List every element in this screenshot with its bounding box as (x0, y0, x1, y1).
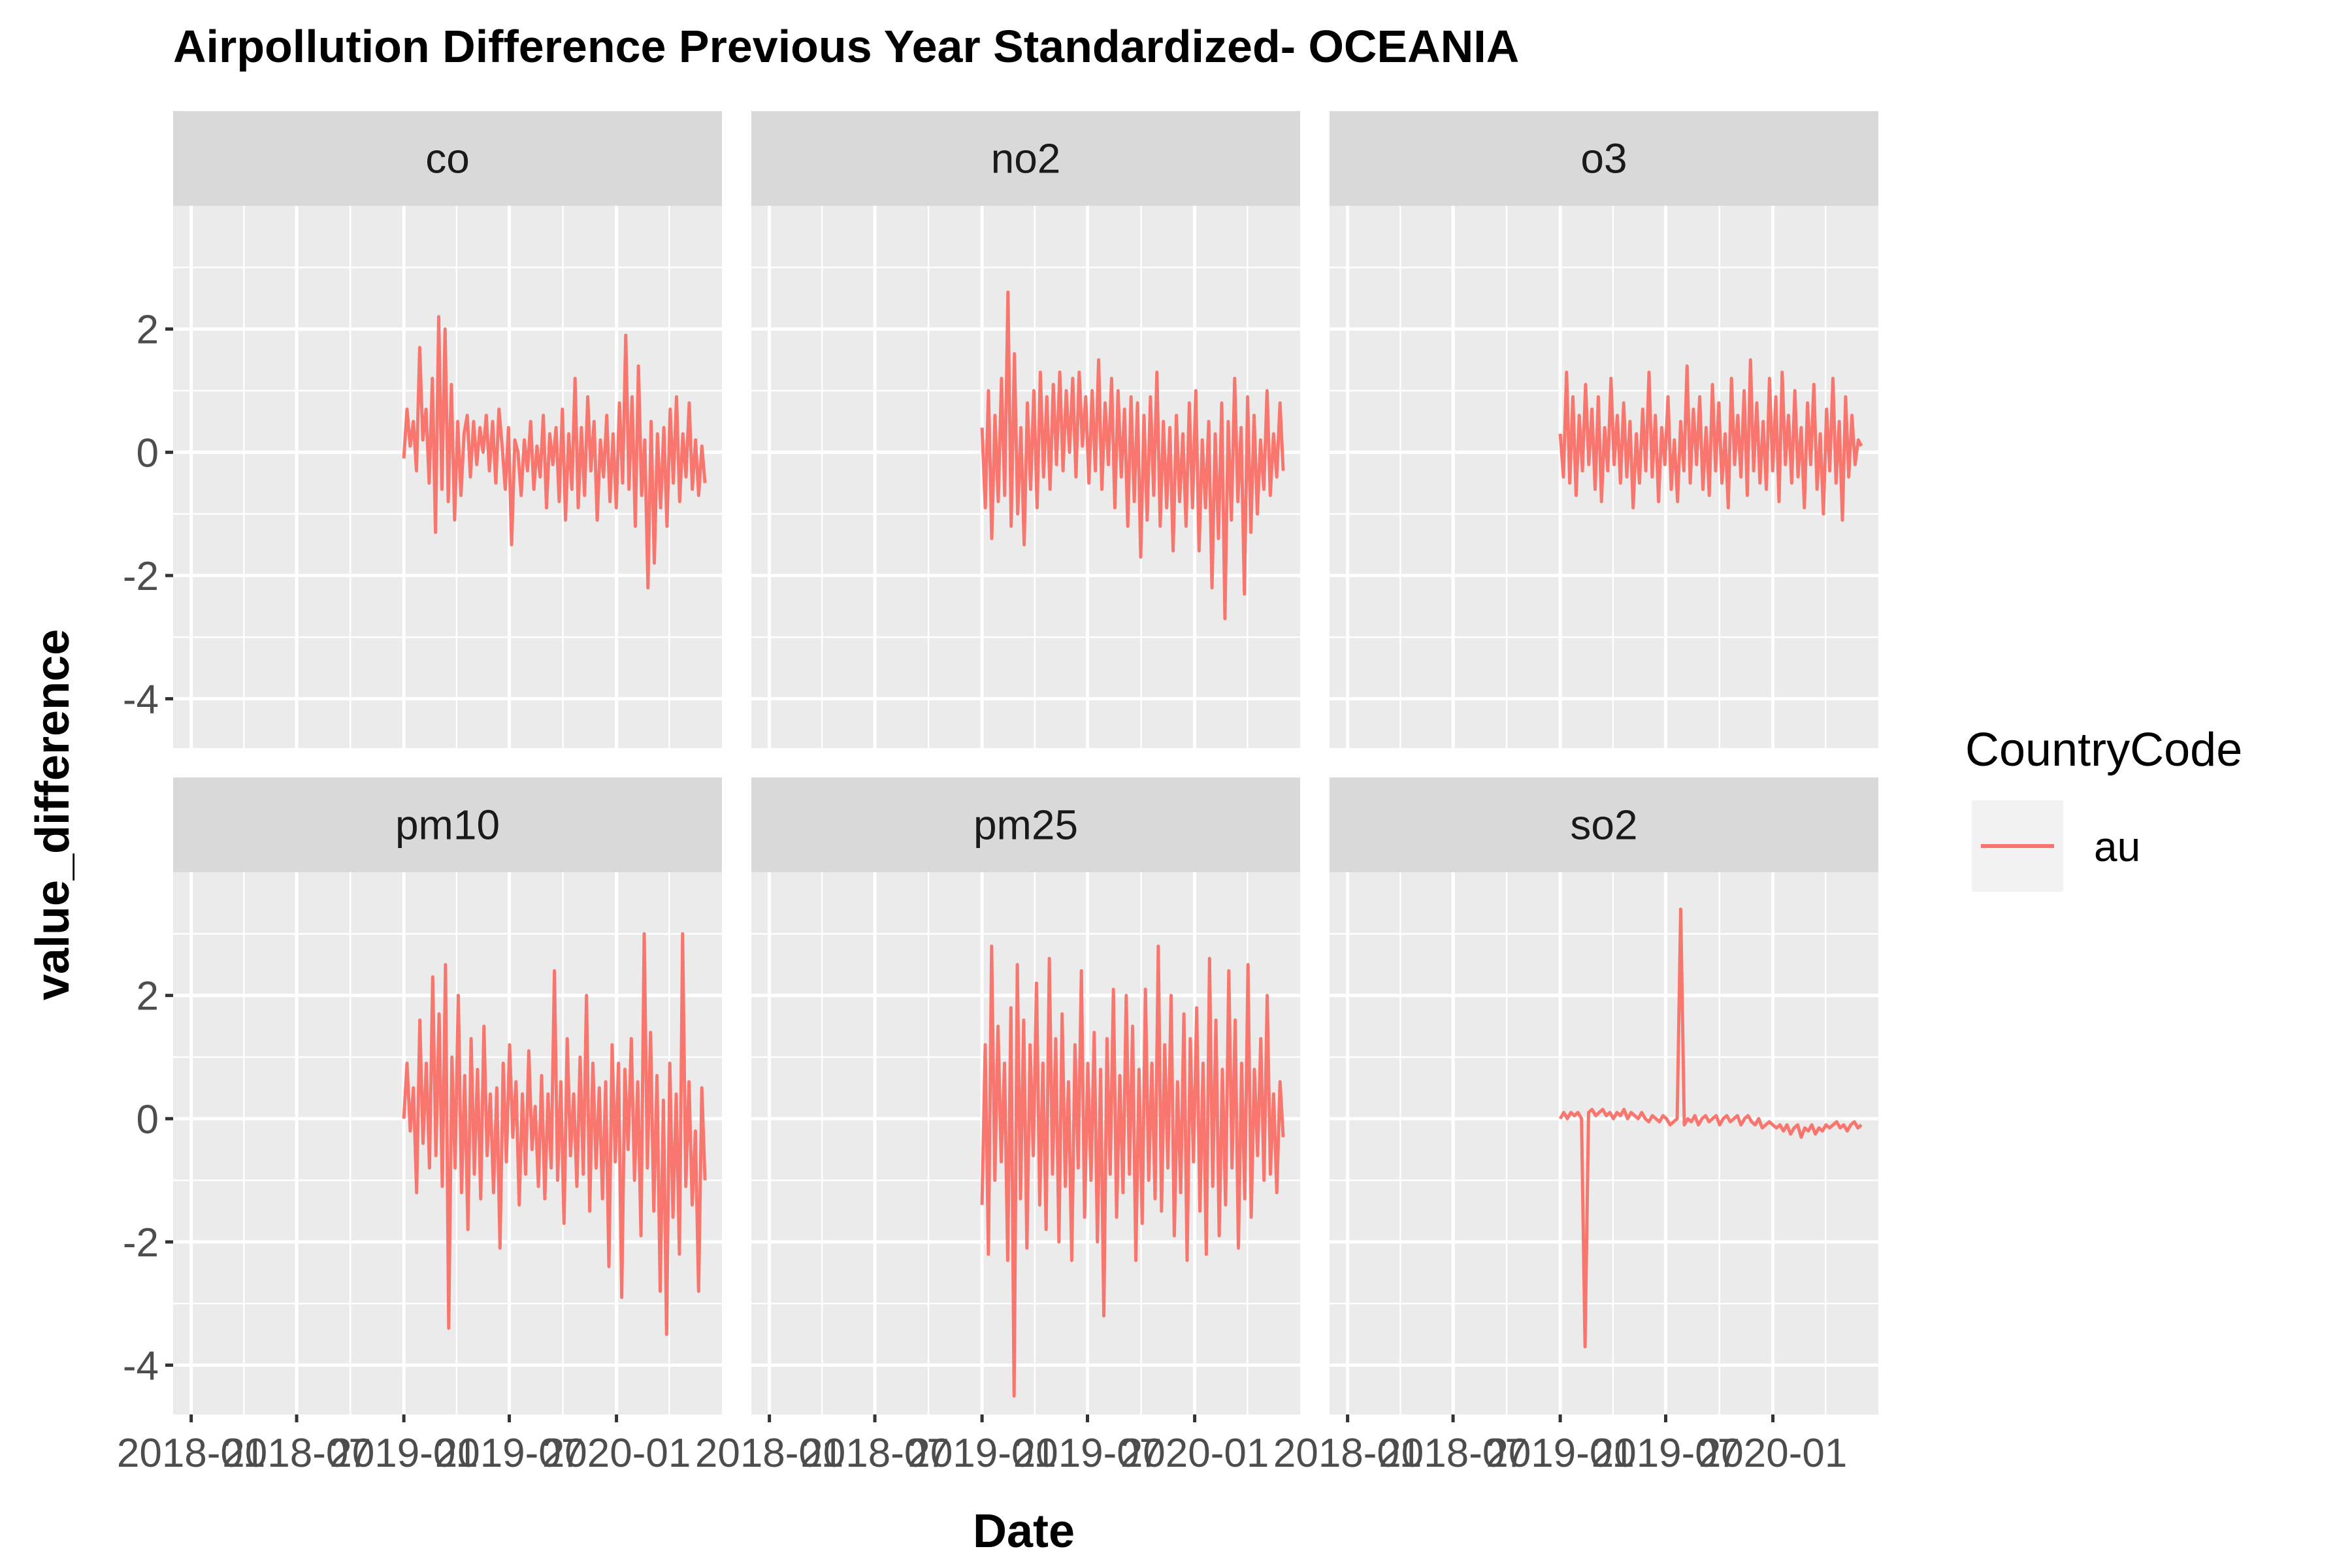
y-tick-label: 2 (137, 974, 159, 1019)
series-line-au-no2 (980, 290, 1285, 621)
x-tick-label: 2020-01 (542, 1431, 691, 1476)
facet-panel-co: co -4 -2 0 2 (123, 111, 722, 748)
x-tick-label: 2020-01 (1120, 1431, 1269, 1476)
series-line-au-pm25 (980, 944, 1285, 1398)
series-line-au-o3 (1558, 358, 1863, 522)
panel-background (1330, 872, 1878, 1414)
x-tick-label: 2018-07 (222, 1431, 371, 1476)
x-tick-label: 2018-01 (117, 1431, 266, 1476)
x-tick-label: 2020-01 (1699, 1431, 1848, 1476)
strip-no2 (751, 111, 1300, 206)
y-tick-label: -4 (123, 1344, 159, 1389)
strip-pm10 (173, 777, 722, 872)
x-tick-label: 2019-01 (329, 1431, 478, 1476)
x-tick-label: 2018-01 (1273, 1431, 1422, 1476)
x-tick-label: 2018-07 (1379, 1431, 1527, 1476)
strip-so2 (1330, 777, 1878, 872)
y-tick-label: 0 (137, 1097, 159, 1142)
x-tick-label: 2018-01 (695, 1431, 844, 1476)
series-line-au-so2 (1558, 907, 1863, 1348)
legend-entry-au: au (2094, 823, 2140, 870)
facet-panel-pm10: pm10 -4 -2 0 2 2018-012018-072019-012019-0720… (117, 777, 722, 1476)
strip-pm25 (751, 777, 1300, 872)
x-tick-label: 2019-01 (1486, 1431, 1635, 1476)
y-axis-title: value_difference (27, 629, 79, 1000)
strip-o3 (1330, 111, 1878, 206)
strip-co (173, 111, 722, 206)
series-line-au-co (402, 315, 707, 590)
legend-title: CountryCode (1965, 724, 2242, 776)
x-tick-label: 2019-07 (1592, 1431, 1740, 1476)
strip-label-pm10: pm10 (395, 802, 500, 849)
y-tick-label: -2 (123, 554, 159, 599)
x-tick-label: 2019-07 (435, 1431, 584, 1476)
y-tick-label: 0 (137, 431, 159, 476)
x-tick-label: 2018-07 (800, 1431, 949, 1476)
x-axis-title: Date (973, 1505, 1075, 1558)
y-tick-label: -4 (123, 678, 159, 723)
strip-label-o3: o3 (1580, 135, 1627, 182)
series-line-au-pm10 (402, 932, 707, 1336)
x-tick-label: 2019-01 (907, 1431, 1056, 1476)
y-tick-label: 2 (137, 308, 159, 353)
y-tick-label: -2 (123, 1220, 159, 1266)
facet-panel-no2: no2 (751, 111, 1300, 748)
facet-panel-o3: o3 (1330, 111, 1878, 748)
strip-label-no2: no2 (991, 135, 1061, 182)
strip-label-pm25: pm25 (973, 802, 1078, 849)
legend: CountryCode au (1965, 724, 2242, 892)
x-tick-label: 2019-07 (1013, 1431, 1162, 1476)
strip-label-co: co (425, 135, 470, 182)
strip-label-so2: so2 (1570, 802, 1637, 849)
chart-title: Airpollution Difference Previous Year St… (173, 21, 1519, 72)
